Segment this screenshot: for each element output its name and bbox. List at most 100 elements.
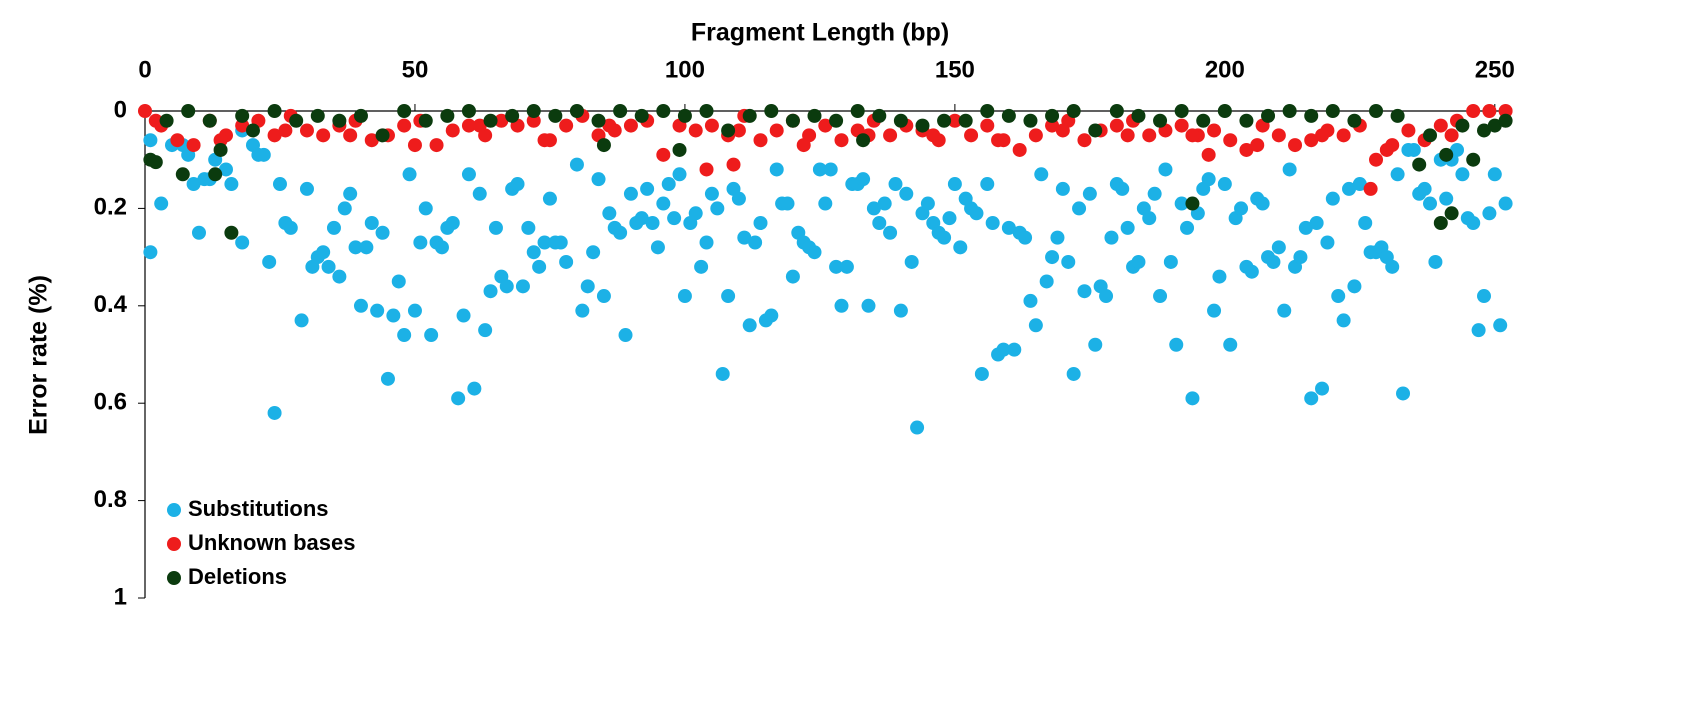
point bbox=[461, 104, 476, 118]
point bbox=[807, 108, 822, 123]
point bbox=[537, 133, 552, 148]
point bbox=[1234, 201, 1249, 216]
point bbox=[964, 128, 979, 143]
point bbox=[1493, 318, 1508, 333]
point bbox=[413, 235, 428, 250]
point bbox=[483, 113, 498, 128]
point bbox=[726, 157, 741, 172]
point bbox=[753, 133, 768, 148]
point bbox=[397, 328, 412, 343]
point bbox=[947, 113, 962, 128]
point bbox=[1007, 342, 1022, 357]
point bbox=[1498, 104, 1513, 118]
point bbox=[359, 240, 374, 255]
y-tick-label: 0.2 bbox=[94, 194, 127, 221]
point bbox=[694, 259, 709, 274]
point bbox=[899, 186, 914, 201]
point bbox=[1023, 113, 1038, 128]
point bbox=[872, 216, 887, 231]
point bbox=[332, 113, 347, 128]
point bbox=[1045, 118, 1060, 133]
point bbox=[483, 284, 498, 299]
point bbox=[1455, 118, 1470, 133]
point bbox=[548, 108, 563, 123]
point bbox=[1153, 113, 1168, 128]
x-tick-label: 150 bbox=[935, 56, 975, 83]
point bbox=[1082, 186, 1097, 201]
point bbox=[299, 123, 314, 138]
y-tick-label: 0 bbox=[114, 96, 127, 123]
point bbox=[154, 196, 169, 211]
point bbox=[505, 108, 520, 123]
point bbox=[947, 177, 962, 192]
point bbox=[1331, 289, 1346, 304]
point bbox=[1185, 196, 1200, 211]
point bbox=[353, 298, 368, 313]
point bbox=[1088, 123, 1103, 138]
point bbox=[1288, 138, 1303, 153]
point bbox=[591, 172, 606, 187]
point bbox=[1185, 391, 1200, 406]
point bbox=[942, 211, 957, 226]
point bbox=[580, 279, 595, 294]
x-tick-label: 50 bbox=[402, 56, 429, 83]
point bbox=[494, 113, 509, 128]
point bbox=[218, 162, 233, 177]
point bbox=[1423, 196, 1438, 211]
point bbox=[202, 113, 217, 128]
point bbox=[1466, 104, 1481, 118]
point bbox=[1466, 152, 1481, 167]
point bbox=[267, 104, 282, 118]
point bbox=[456, 308, 471, 323]
point bbox=[1417, 181, 1432, 196]
point bbox=[213, 133, 228, 148]
point bbox=[1196, 113, 1211, 128]
point bbox=[467, 381, 482, 396]
point bbox=[526, 245, 541, 260]
point bbox=[704, 186, 719, 201]
point bbox=[461, 118, 476, 133]
point bbox=[1336, 128, 1351, 143]
point bbox=[1477, 123, 1492, 138]
point bbox=[143, 133, 158, 148]
point bbox=[596, 138, 611, 153]
point bbox=[818, 118, 833, 133]
point bbox=[640, 181, 655, 196]
point bbox=[321, 259, 336, 274]
point bbox=[1001, 220, 1016, 235]
point bbox=[785, 113, 800, 128]
point bbox=[1023, 293, 1038, 308]
point bbox=[953, 240, 968, 255]
point bbox=[1261, 108, 1276, 123]
point bbox=[353, 108, 368, 123]
point bbox=[1271, 128, 1286, 143]
point bbox=[1180, 220, 1195, 235]
point bbox=[235, 235, 250, 250]
point bbox=[235, 108, 250, 123]
point bbox=[1358, 216, 1373, 231]
point bbox=[1055, 123, 1070, 138]
point bbox=[1439, 147, 1454, 162]
x-tick-label: 100 bbox=[665, 56, 705, 83]
point bbox=[731, 123, 746, 138]
point bbox=[829, 113, 844, 128]
point bbox=[596, 289, 611, 304]
point bbox=[613, 104, 628, 118]
point bbox=[181, 104, 196, 118]
point bbox=[742, 318, 757, 333]
point bbox=[1369, 152, 1384, 167]
point bbox=[418, 201, 433, 216]
point bbox=[888, 177, 903, 192]
point bbox=[721, 123, 736, 138]
point bbox=[364, 133, 379, 148]
point bbox=[1201, 147, 1216, 162]
point bbox=[175, 167, 190, 182]
point bbox=[677, 108, 692, 123]
point bbox=[278, 123, 293, 138]
point bbox=[677, 289, 692, 304]
point bbox=[688, 206, 703, 221]
point bbox=[191, 225, 206, 240]
point bbox=[883, 128, 898, 143]
point bbox=[1147, 186, 1162, 201]
point bbox=[1487, 118, 1502, 133]
